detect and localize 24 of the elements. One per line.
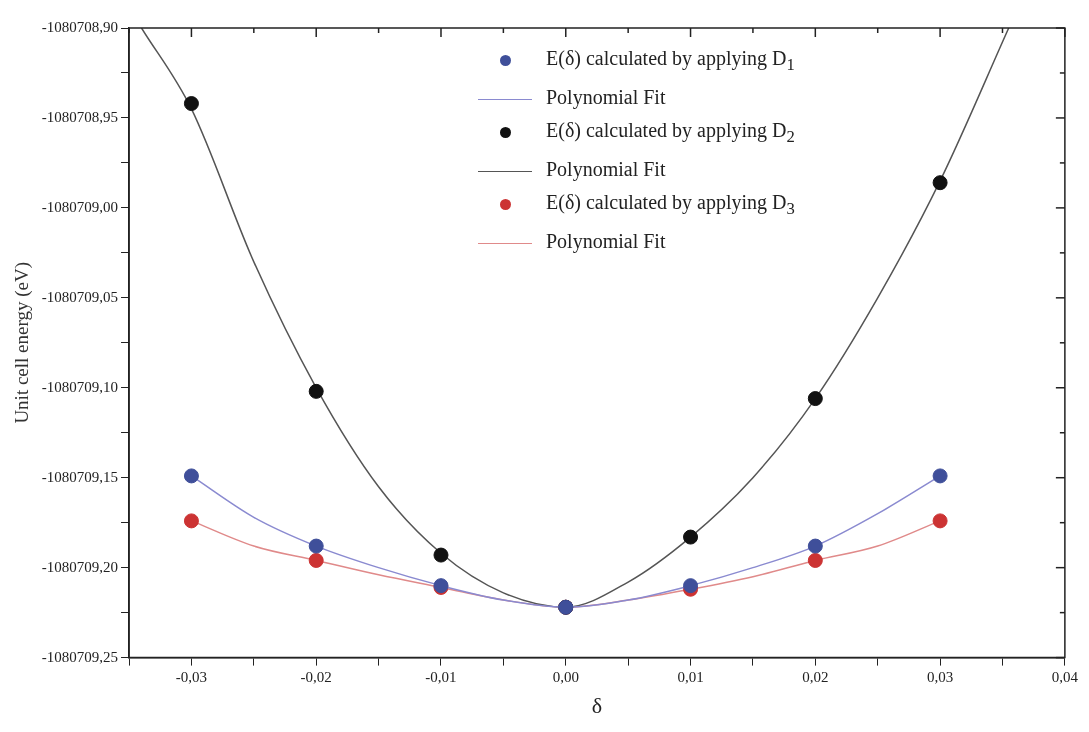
x-tick-label: 0,03 [926,668,954,685]
y-tick-label: -1080709,10 [41,378,119,395]
legend-label: Polynomial Fit [546,230,666,252]
y-tick-label: -1080709,25 [41,648,119,665]
y-tick-label: -1080709,20 [41,558,119,575]
x-tick-label: 0,04 [1051,668,1079,685]
y-tick-label: -1080708,90 [41,18,119,35]
y-tick-label: -1080709,05 [41,288,119,305]
legend-label: Polynomial Fit [546,86,666,108]
legend-label: E(δ) calculated by applying D$_{1}$ [546,47,795,74]
x-tick-label: 0,01 [677,668,704,685]
x-axis-title: δ [591,692,603,718]
x-tick-label: 0,00 [552,668,579,685]
legend-label: Polynomial Fit [546,158,666,180]
y-tick-label: -1080709,00 [41,198,119,215]
y-tick-label: -1080708,95 [41,108,119,125]
x-tick-label: 0,02 [802,668,829,685]
x-tick-label: -0,03 [175,668,208,685]
x-tick-label: -0,02 [300,668,332,685]
y-axis-title: Unit cell energy (eV) [11,261,34,424]
legend-label: E(δ) calculated by applying D$_{2}$ [546,119,795,146]
y-tick-label: -1080709,15 [41,468,119,485]
x-tick-label: -0,01 [425,668,457,685]
legend-label: E(δ) calculated by applying D$_{3}$ [546,191,795,218]
